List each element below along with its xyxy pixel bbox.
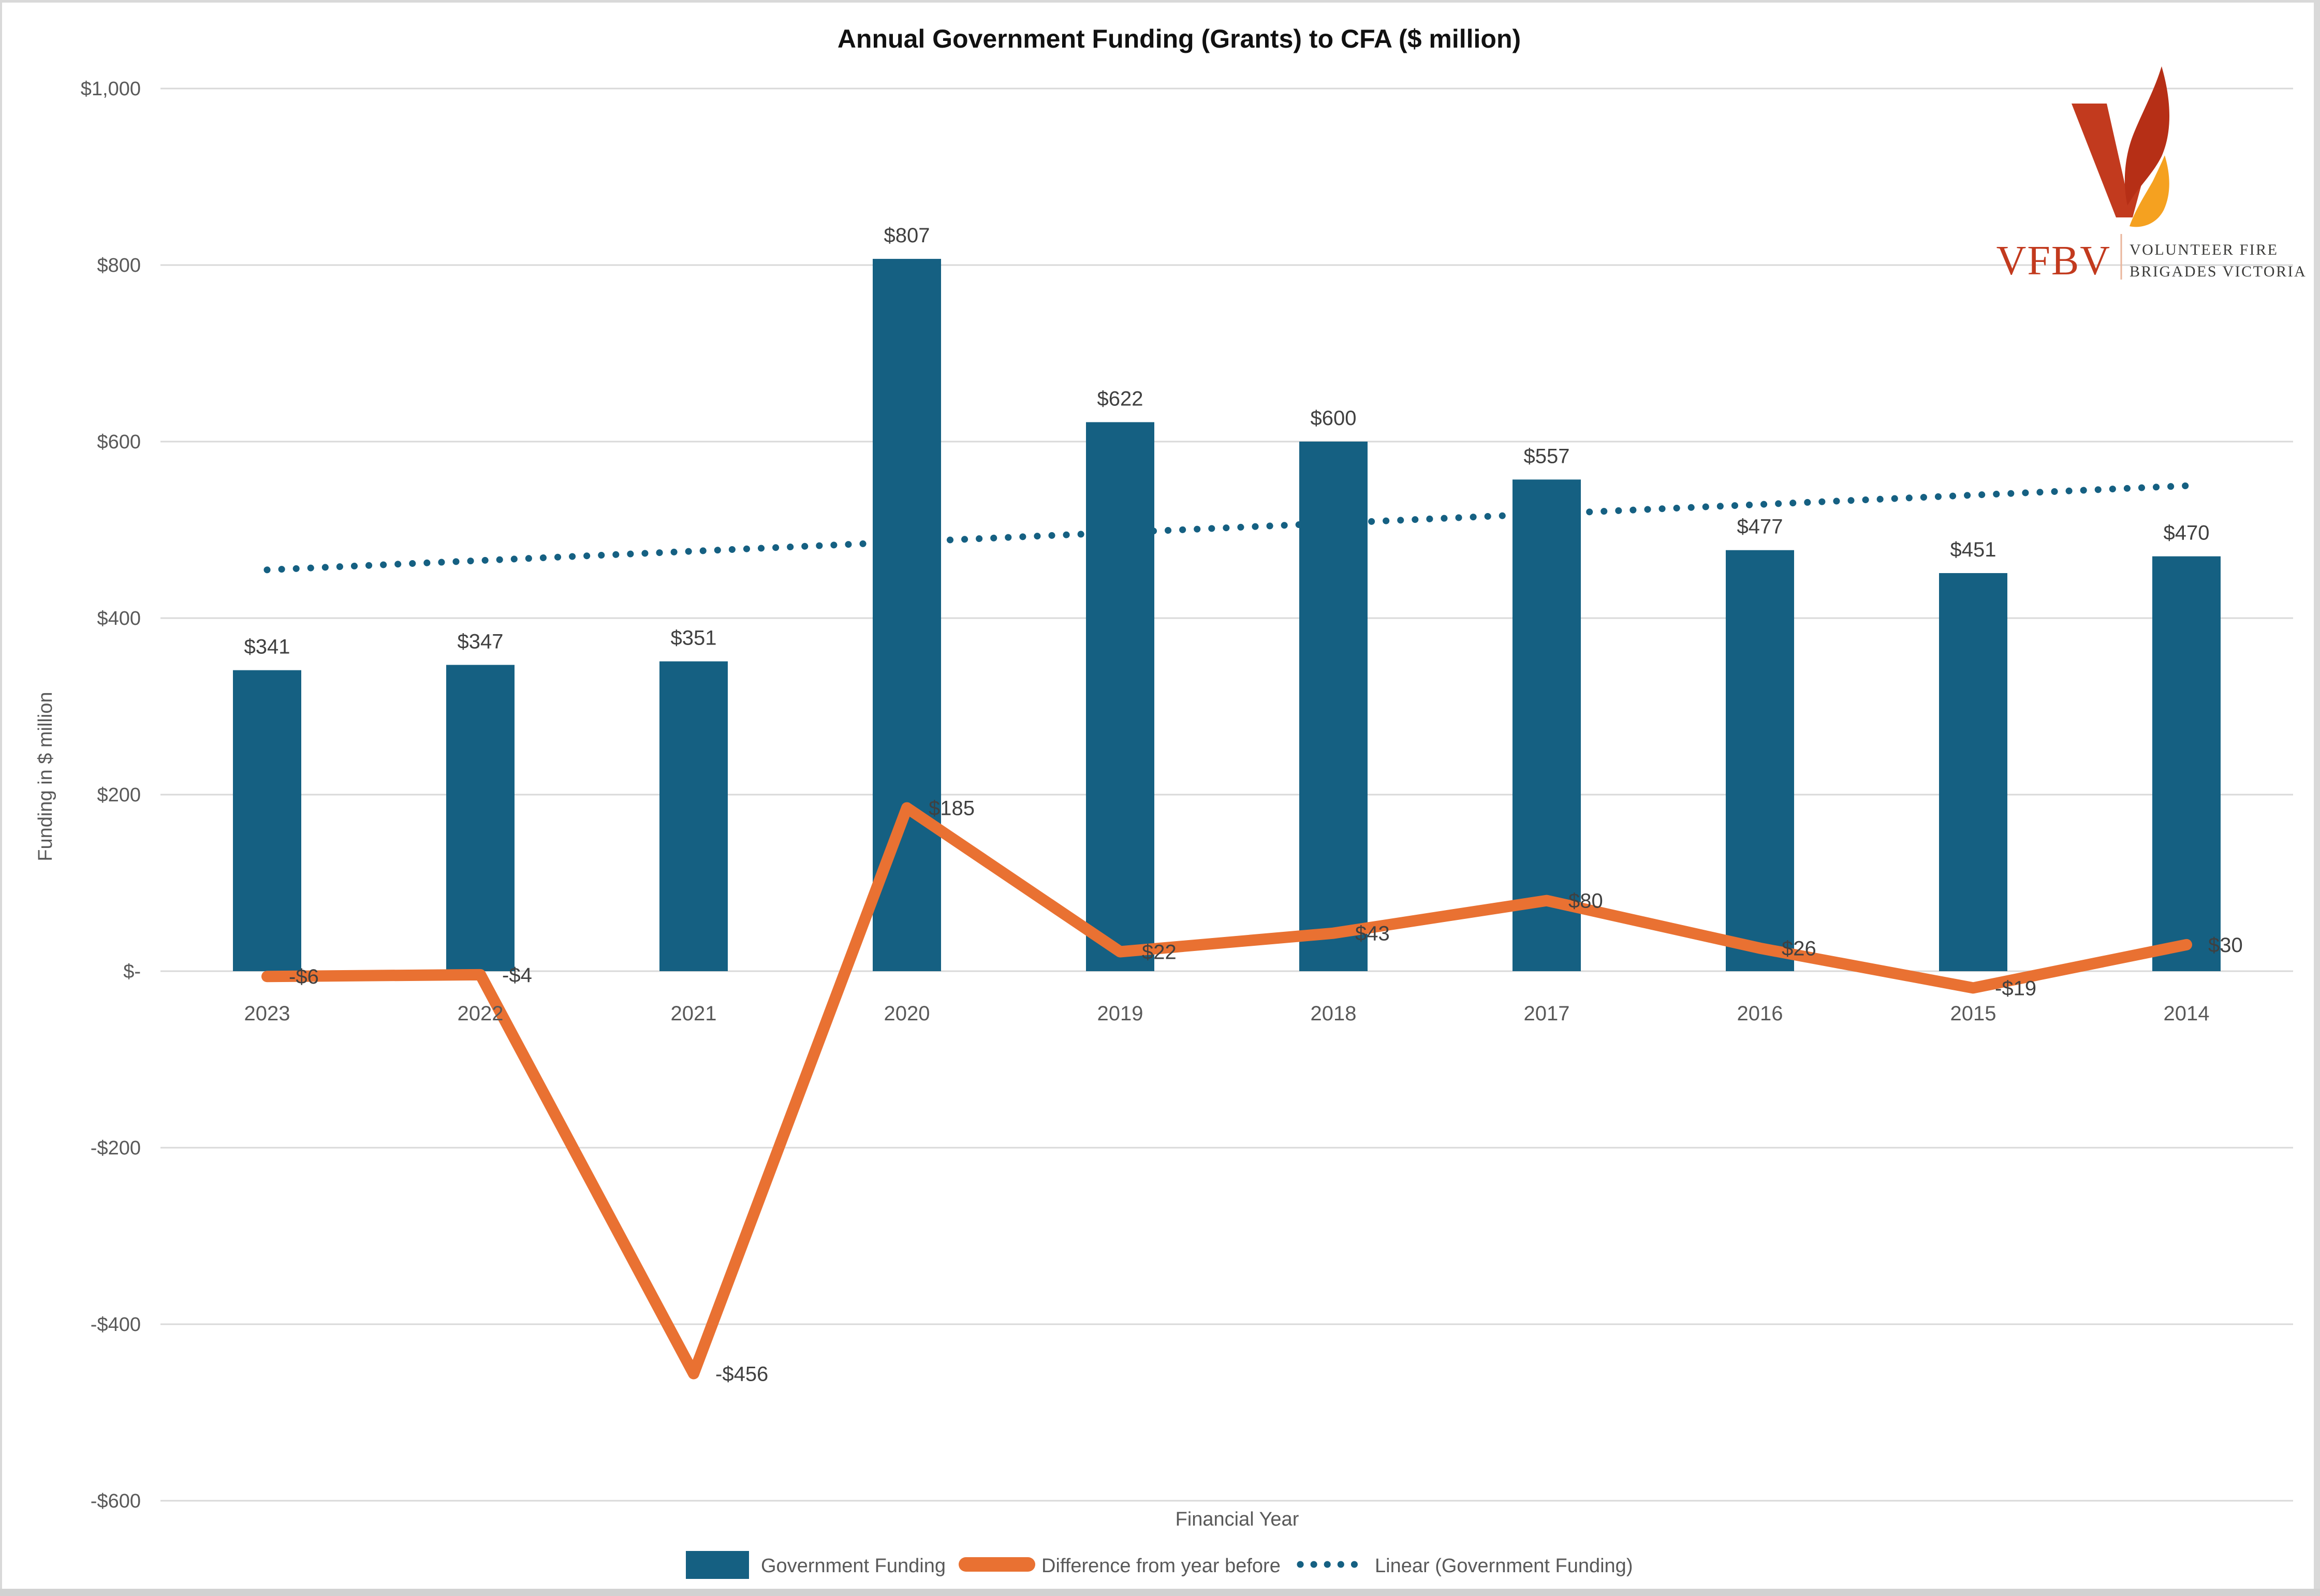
y-tick-label: -$600 — [91, 1490, 141, 1512]
diff-label-2018: $43 — [1355, 923, 1390, 945]
legend-label-difference: Difference from year before — [1041, 1555, 1281, 1577]
logo-vfbv-text: VFBV — [1996, 238, 2111, 284]
diff-label-2023: -$6 — [289, 965, 319, 988]
trendline-layer — [263, 482, 2190, 574]
labels-layer: $1,000 $800 $600 $400 $200 $- -$200 -$400 -$600 $… — [81, 78, 2243, 1512]
diff-label-2021: -$456 — [715, 1363, 768, 1385]
y-tick-label: $1,000 — [81, 78, 141, 100]
bars-layer — [233, 259, 2221, 972]
logo-name-line2: BRIGADES VICTORIA — [2130, 263, 2307, 280]
bar-2023 — [233, 670, 301, 971]
legend-label-government-funding: Government Funding — [761, 1555, 946, 1577]
bar-2021 — [659, 661, 728, 971]
diff-label-2022: -$4 — [502, 964, 532, 987]
bar-label-2015: $451 — [1950, 538, 1996, 561]
y-tick-label: $600 — [97, 431, 141, 453]
difference-line — [261, 802, 2192, 1380]
y-tick-label: $800 — [97, 255, 141, 276]
y-tick-label: -$400 — [91, 1314, 141, 1336]
diff-line-layer — [261, 802, 2192, 1380]
diff-label-2016: $26 — [1782, 938, 1816, 960]
bar-label-2016: $477 — [1737, 516, 1783, 538]
bar-label-2018: $600 — [1311, 407, 1357, 430]
diff-label-2014: $30 — [2208, 934, 2243, 957]
x-tick-label-2018: 2018 — [1311, 1002, 1357, 1025]
logo-flame-icon — [2072, 66, 2170, 227]
x-tick-label-2014: 2014 — [2164, 1002, 2210, 1025]
x-tick-label-2016: 2016 — [1737, 1002, 1783, 1025]
y-tick-label: $200 — [97, 784, 141, 806]
bar-2015 — [1939, 573, 2007, 971]
diff-label-2015: -$19 — [1995, 977, 2036, 1000]
bar-2016 — [1726, 550, 1794, 971]
legend: Government Funding Difference from year … — [686, 1551, 1633, 1579]
bar-2017 — [1513, 479, 1581, 971]
bar-label-2019: $622 — [1097, 387, 1143, 410]
x-tick-label-2023: 2023 — [244, 1002, 290, 1025]
x-tick-label-2021: 2021 — [671, 1002, 717, 1025]
chart-title: Annual Government Funding (Grants) to CF… — [838, 24, 1521, 53]
logo-name-line1: VOLUNTEER FIRE — [2130, 241, 2278, 258]
legend-label-linear: Linear (Government Funding) — [1375, 1555, 1633, 1577]
gridlines — [160, 87, 2293, 1502]
y-tick-label: $400 — [97, 608, 141, 629]
x-tick-label-2019: 2019 — [1097, 1002, 1143, 1025]
bar-label-2017: $557 — [1524, 445, 1570, 467]
x-axis-title: Financial Year — [1176, 1509, 1299, 1530]
x-tick-label-2015: 2015 — [1950, 1002, 1996, 1025]
bar-2018 — [1299, 442, 1368, 971]
x-tick-label-2020: 2020 — [884, 1002, 930, 1025]
bar-2019 — [1086, 422, 1154, 971]
diff-label-2017: $80 — [1568, 890, 1603, 913]
diff-label-2020: $185 — [929, 797, 975, 820]
bar-label-2023: $341 — [244, 636, 290, 658]
x-tick-label-2022: 2022 — [458, 1002, 504, 1025]
trendline — [263, 482, 2190, 574]
bar-label-2021: $351 — [671, 627, 717, 650]
diff-label-2019: $22 — [1142, 941, 1177, 963]
bar-label-2022: $347 — [458, 630, 504, 653]
y-tick-label: $- — [123, 961, 141, 983]
y-tick-label: -$200 — [91, 1137, 141, 1159]
legend-bar-swatch — [686, 1551, 749, 1579]
bar-label-2014: $470 — [2164, 522, 2210, 545]
y-axis-title: Funding in $ million — [35, 692, 56, 861]
bar-2014 — [2152, 556, 2221, 971]
vfbv-logo: VFBV VOLUNTEER FIRE BRIGADES VICTORIA — [1996, 66, 2307, 284]
x-tick-label-2017: 2017 — [1524, 1002, 1570, 1025]
bar-2022 — [446, 665, 515, 971]
bar-label-2020: $807 — [884, 224, 930, 247]
